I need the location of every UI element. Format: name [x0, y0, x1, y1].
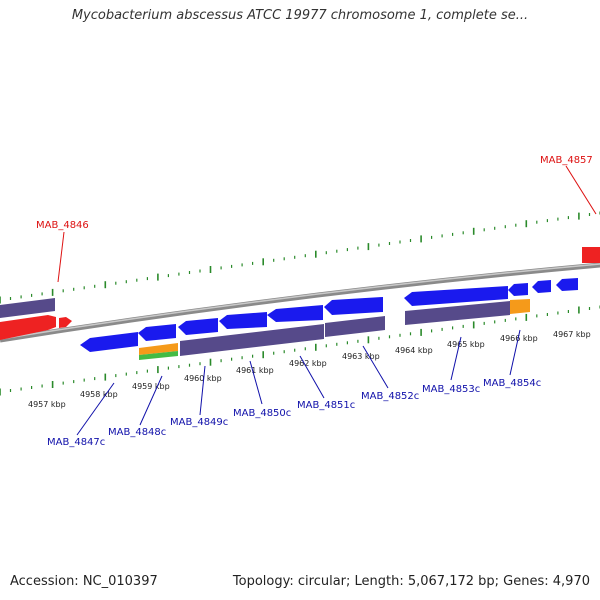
reverse-gene-track	[80, 278, 578, 352]
leader-line-mab-4850c	[249, 360, 263, 405]
forward-gene-small[interactable]	[59, 317, 72, 328]
reverse-gene-mab-4847c[interactable]	[80, 332, 138, 352]
gene-label-mab-4849c[interactable]: MAB_4849c	[170, 417, 228, 428]
chromosome-backbone	[0, 262, 600, 343]
cds-block-left	[0, 298, 55, 318]
gene-label-group: MAB_4846 MAB_4857 MAB_4847c MAB_4848c MA…	[36, 155, 593, 448]
gene-label-mab-4857[interactable]: MAB_4857	[540, 155, 593, 166]
reverse-gene-mab-4848c[interactable]	[138, 324, 176, 341]
upper-tick-track	[0, 211, 600, 304]
gene-label-leaders	[57, 165, 597, 436]
cds-block-2[interactable]	[222, 324, 324, 351]
cds-track	[139, 299, 530, 360]
reverse-gene-small-2[interactable]	[556, 278, 578, 291]
cds-block-1[interactable]	[180, 336, 222, 356]
reverse-gene-mab-4852c[interactable]	[324, 297, 383, 315]
gene-label-mab-4848c[interactable]: MAB_4848c	[108, 427, 166, 438]
leader-line-mab-4851c	[299, 355, 325, 399]
reverse-gene-mab-4853c[interactable]	[404, 286, 508, 306]
cds-block-3[interactable]	[325, 316, 385, 337]
reverse-gene-mab-4854c[interactable]	[508, 283, 528, 296]
accession-text: Accession: NC_010397	[10, 574, 158, 589]
kbp-label: 4957 kbp	[28, 400, 66, 409]
rna-orange-block-2[interactable]	[510, 299, 530, 314]
forward-gene-mab-4857[interactable]	[582, 247, 600, 263]
leader-line-mab-4852c	[362, 345, 389, 389]
gene-label-mab-4854c[interactable]: MAB_4854c	[483, 378, 541, 389]
cds-block-4[interactable]	[405, 301, 510, 325]
leader-line-mab-4847c	[76, 382, 115, 436]
kbp-label: 4959 kbp	[132, 382, 170, 391]
reverse-gene-mab-4851c[interactable]	[267, 305, 323, 322]
gene-label-mab-4846[interactable]: MAB_4846	[36, 220, 89, 231]
chromosome-backbone-highlight	[0, 263, 600, 340]
gene-label-mab-4847c[interactable]: MAB_4847c	[47, 437, 105, 448]
gene-label-mab-4852c[interactable]: MAB_4852c	[361, 391, 419, 402]
kbp-label: 4960 kbp	[184, 374, 222, 383]
lower-tick-track	[0, 305, 600, 396]
leader-line-mab-4846	[57, 231, 65, 283]
leader-line-mab-4854c	[509, 329, 521, 376]
reverse-gene-mab-4849c[interactable]	[178, 318, 218, 335]
leader-line-mab-4853c	[450, 336, 462, 381]
kbp-label: 4962 kbp	[289, 359, 327, 368]
gene-label-mab-4853c[interactable]: MAB_4853c	[422, 384, 480, 395]
kbp-label: 4965 kbp	[447, 340, 485, 349]
gene-label-mab-4851c[interactable]: MAB_4851c	[297, 400, 355, 411]
kbp-label: 4961 kbp	[236, 366, 274, 375]
kbp-label: 4963 kbp	[342, 352, 380, 361]
kbp-label: 4958 kbp	[80, 390, 118, 399]
leader-line-mab-4857	[565, 165, 597, 215]
kbp-label: 4964 kbp	[395, 346, 433, 355]
forward-gene-track	[0, 247, 600, 340]
leader-line-mab-4848c	[139, 375, 163, 426]
rna-green-block[interactable]	[139, 351, 178, 360]
gene-label-mab-4850c[interactable]: MAB_4850c	[233, 408, 291, 419]
map-title: Mycobacterium abscessus ATCC 19977 chrom…	[71, 8, 529, 23]
forward-gene-mab-4846[interactable]	[0, 315, 56, 340]
genome-summary-text: Topology: circular; Length: 5,067,172 bp…	[232, 574, 590, 589]
kbp-label-group: 4957 kbp 4958 kbp 4959 kbp 4960 kbp 4961…	[28, 330, 591, 409]
kbp-label: 4966 kbp	[500, 334, 538, 343]
reverse-gene-small-1[interactable]	[532, 280, 551, 293]
reverse-gene-mab-4850c[interactable]	[219, 312, 267, 329]
leader-line-mab-4849c	[199, 365, 206, 416]
kbp-label: 4967 kbp	[553, 330, 591, 339]
